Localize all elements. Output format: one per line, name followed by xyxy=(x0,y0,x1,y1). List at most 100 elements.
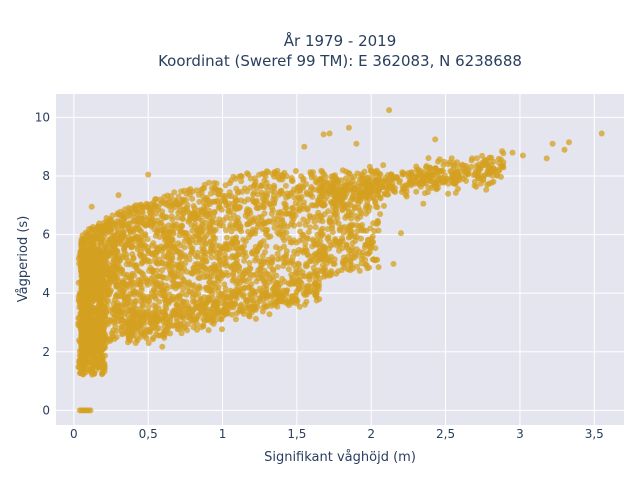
data-point xyxy=(286,235,292,242)
data-point xyxy=(198,208,205,215)
data-point xyxy=(276,231,283,238)
data-point xyxy=(265,271,272,278)
data-point xyxy=(210,302,217,309)
data-point xyxy=(165,300,172,307)
data-point xyxy=(320,267,327,274)
data-point xyxy=(296,285,303,292)
data-point xyxy=(159,343,166,350)
data-point xyxy=(375,220,381,226)
data-point xyxy=(159,331,166,337)
data-point xyxy=(153,249,159,256)
data-point xyxy=(246,260,253,266)
data-point xyxy=(190,282,197,289)
data-point xyxy=(283,229,290,236)
data-point xyxy=(169,272,176,279)
data-point xyxy=(282,205,289,212)
data-point xyxy=(236,173,243,180)
data-point xyxy=(180,196,187,203)
data-point xyxy=(242,238,249,245)
data-point xyxy=(425,174,432,180)
data-point xyxy=(84,330,91,337)
data-point xyxy=(77,264,84,271)
data-point xyxy=(428,185,435,191)
data-point xyxy=(175,193,182,200)
data-point xyxy=(247,265,254,272)
data-point xyxy=(340,200,347,207)
data-point xyxy=(128,277,135,284)
data-point xyxy=(387,171,394,178)
data-point xyxy=(171,308,178,315)
data-point xyxy=(246,219,253,226)
data-point xyxy=(162,214,169,221)
data-point xyxy=(369,233,376,240)
data-point xyxy=(285,300,292,307)
data-point xyxy=(331,174,338,181)
data-point xyxy=(179,314,186,321)
data-point xyxy=(99,369,106,376)
data-point xyxy=(299,236,306,243)
data-point xyxy=(158,219,164,226)
data-point xyxy=(377,211,384,218)
data-point xyxy=(152,279,159,285)
data-point xyxy=(189,245,196,252)
data-point xyxy=(345,124,352,131)
data-point xyxy=(182,254,189,261)
data-point xyxy=(228,177,235,184)
data-point xyxy=(161,193,168,200)
data-point xyxy=(282,259,289,266)
data-point xyxy=(169,224,176,231)
data-point xyxy=(79,237,85,244)
data-point xyxy=(205,327,212,334)
data-point xyxy=(281,200,288,207)
data-point xyxy=(152,289,159,296)
data-point xyxy=(366,163,373,170)
data-point xyxy=(203,219,210,226)
data-point xyxy=(162,263,169,270)
data-point xyxy=(227,221,234,228)
data-point xyxy=(355,200,362,207)
data-point xyxy=(245,312,252,319)
data-point xyxy=(281,169,288,176)
data-point xyxy=(349,265,356,272)
data-point xyxy=(498,173,504,180)
data-point xyxy=(408,176,415,183)
data-point xyxy=(169,236,176,243)
data-point xyxy=(140,243,147,250)
data-point xyxy=(226,193,232,199)
data-point xyxy=(208,190,214,197)
data-point xyxy=(297,187,303,194)
data-point xyxy=(349,194,356,201)
data-point xyxy=(200,198,207,205)
data-point xyxy=(218,261,225,268)
data-point xyxy=(130,255,137,262)
data-point xyxy=(257,242,264,249)
data-point xyxy=(209,185,215,192)
data-point xyxy=(174,294,181,301)
data-point xyxy=(325,208,332,215)
data-point xyxy=(120,228,127,235)
data-point xyxy=(169,322,176,329)
data-point xyxy=(281,237,288,244)
data-point xyxy=(126,211,133,218)
data-point xyxy=(245,171,252,178)
data-point xyxy=(362,178,368,185)
data-point xyxy=(173,221,180,228)
data-point xyxy=(480,172,487,179)
data-point xyxy=(289,274,296,281)
data-point xyxy=(318,227,325,234)
data-point xyxy=(85,252,91,259)
data-point xyxy=(271,301,278,308)
data-point xyxy=(364,265,371,272)
data-point xyxy=(211,263,218,270)
data-point xyxy=(211,209,218,216)
data-point xyxy=(313,252,320,259)
data-point xyxy=(101,311,108,318)
data-point xyxy=(277,209,284,215)
data-point xyxy=(232,266,239,273)
data-point xyxy=(263,259,270,266)
data-point xyxy=(329,222,335,229)
data-point xyxy=(273,272,280,279)
data-point xyxy=(320,190,326,197)
y-tick-label: 10 xyxy=(35,110,50,124)
